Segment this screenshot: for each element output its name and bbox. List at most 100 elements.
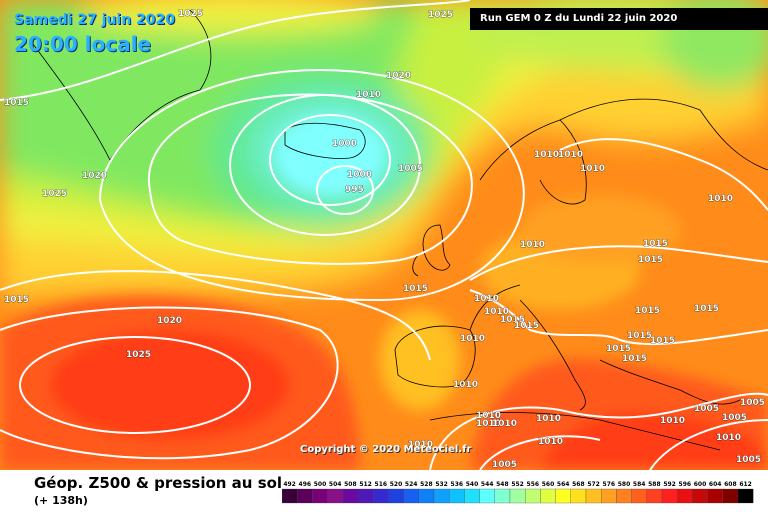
scale-tick-label: 500 (314, 481, 327, 488)
scale-swatch (342, 488, 359, 504)
scale-tick-label: 492 (283, 481, 296, 488)
pressure-label: 1015 (638, 255, 663, 265)
pressure-label: 1015 (627, 331, 652, 341)
map-title: Géop. Z500 & pression au sol (34, 474, 283, 492)
scale-tick-label: 512 (359, 481, 372, 488)
scale-swatch (692, 488, 708, 504)
pressure-label: 1005 (736, 455, 761, 465)
scale-swatch (555, 488, 571, 504)
pressure-label: 1000 (332, 139, 357, 149)
scale-tick-label: 536 (451, 481, 464, 488)
scale-swatch (661, 488, 678, 504)
pressure-label: 1010 (408, 440, 433, 450)
copyright-notice: Copyright © 2020 Meteociel.fr (300, 444, 472, 455)
scale-swatch (677, 488, 693, 504)
scale-swatch (646, 488, 663, 504)
iceland-coast (284, 122, 366, 159)
pressure-label: 1020 (82, 171, 107, 181)
scale-swatch (479, 488, 495, 504)
scale-tick-label: 560 (542, 481, 555, 488)
scale-swatch (601, 488, 617, 504)
geopotential-field (0, 0, 768, 470)
scale-swatch (631, 488, 647, 504)
scale-tick-label: 600 (694, 481, 707, 488)
north-russia-coast (559, 98, 768, 171)
pressure-label: 1000 (347, 170, 372, 180)
scale-swatch (373, 488, 389, 504)
pressure-label: 1005 (740, 398, 765, 408)
pressure-label: 1010 (484, 307, 509, 317)
pressure-label: 1010 (492, 419, 517, 429)
pressure-label: 1005 (694, 404, 719, 414)
scale-swatch (509, 488, 526, 504)
pressure-label: 1010 (660, 416, 685, 426)
pressure-label: 1010 (536, 414, 561, 424)
scale-swatch (297, 488, 313, 504)
pressure-label: 1025 (428, 10, 453, 20)
scale-tick-label: 528 (420, 481, 433, 488)
pressure-label: 995 (345, 185, 364, 195)
pressure-label: 1015 (4, 98, 29, 108)
scale-swatch (282, 488, 298, 504)
weather-map: 1025 1025 1020 1010 1015 1020 1025 1000 … (0, 0, 768, 470)
pressure-label: 1010 (476, 411, 501, 421)
pressure-label: 1010 (356, 90, 381, 100)
scale-swatch (525, 488, 541, 504)
scale-tick-label: 552 (511, 481, 524, 488)
pressure-label: 1010 (460, 334, 485, 344)
pressure-label: 1020 (157, 316, 182, 326)
pressure-label: 1025 (42, 189, 67, 199)
scale-tick-label: 556 (527, 481, 540, 488)
pressure-label: 1015 (4, 295, 29, 305)
pressure-label: 1015 (643, 239, 668, 249)
color-scale: 492 496 500 504 508 512 516 520 524 528 532 536 540 5… (282, 481, 754, 504)
scale-tick-label: 584 (633, 481, 646, 488)
scale-swatch (449, 488, 465, 504)
forecast-time: 20:00 locale (14, 32, 151, 56)
scale-swatch (722, 488, 739, 504)
scale-tick-label: 544 (481, 481, 494, 488)
pressure-label: 1010 (558, 150, 583, 160)
scale-swatch (327, 488, 343, 504)
scale-swatch (403, 488, 419, 504)
scale-swatch (418, 488, 435, 504)
scale-swatch (616, 488, 632, 504)
pressure-label: 1010 (453, 380, 478, 390)
pressure-label: 1015 (500, 315, 525, 325)
scale-swatch (570, 488, 587, 504)
model-run-label: Run GEM 0 Z du Lundi 22 juin 2020 (470, 8, 768, 30)
pressure-label: 1015 (694, 304, 719, 314)
forecast-date: Samedi 27 juin 2020 (14, 12, 176, 28)
scale-tick-label: 604 (709, 481, 722, 488)
pressure-label: 1015 (514, 321, 539, 331)
scale-swatch (707, 488, 723, 504)
scale-swatch (388, 488, 404, 504)
france-coast (469, 284, 521, 331)
scale-tick-label: 508 (344, 481, 357, 488)
scale-tick-label: 592 (663, 481, 676, 488)
pressure-label: 1015 (635, 306, 660, 316)
italy-coast (519, 299, 586, 411)
pressure-label: 1010 (716, 433, 741, 443)
pressure-label: 1010 (534, 150, 559, 160)
pressure-label: 1020 (386, 71, 411, 81)
pressure-label: 1005 (398, 164, 423, 174)
scale-tick-label: 504 (329, 481, 342, 488)
scale-tick-label: 568 (572, 481, 585, 488)
iberia-coast (394, 325, 476, 388)
pressure-label: 1005 (722, 413, 747, 423)
map-canvas: 1025 1025 1020 1010 1015 1020 1025 1000 … (0, 0, 768, 470)
scale-swatch (312, 488, 328, 504)
scale-swatch (737, 488, 754, 504)
ireland-coast (412, 254, 419, 277)
scale-swatch (585, 488, 602, 504)
scale-tick-label: 524 (405, 481, 418, 488)
north-africa-coast (429, 412, 721, 451)
pressure-label: 1005 (492, 460, 517, 470)
scale-swatch (494, 488, 511, 504)
scale-tick-label: 588 (648, 481, 661, 488)
scale-tick-label: 612 (739, 481, 752, 488)
scale-tick-label: 608 (724, 481, 737, 488)
scale-tick-label: 520 (390, 481, 403, 488)
pressure-label: 1010 (580, 164, 605, 174)
